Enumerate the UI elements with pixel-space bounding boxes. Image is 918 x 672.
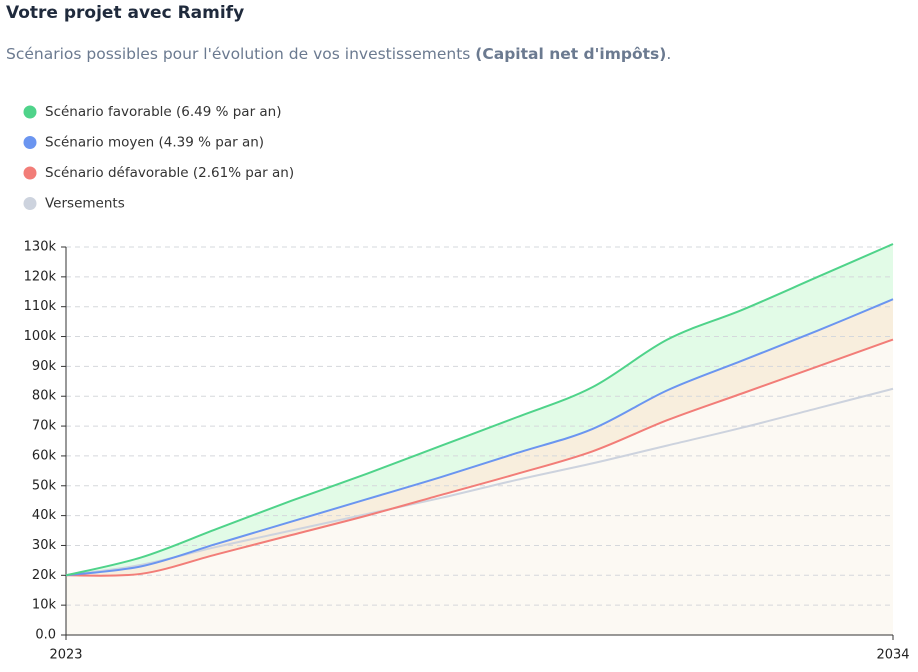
line [65, 298, 894, 577]
legend-label: Scénario moyen (4.39 % par an) [45, 135, 264, 151]
y-tick-label: 130k [24, 240, 57, 255]
line [65, 338, 894, 577]
x-tick-label: 2023 [49, 648, 82, 663]
y-tick-label: 70k [32, 419, 57, 434]
y-tick-label: 90k [32, 359, 57, 374]
y-tick-label: 10k [32, 598, 57, 613]
y-tick-label: 80k [32, 389, 57, 404]
y-tick-label: 40k [32, 508, 57, 523]
legend-swatch [23, 197, 37, 210]
legend-swatch [23, 136, 37, 149]
legend-label: Scénario défavorable (2.61% par an) [45, 165, 294, 181]
x-tick-label: 2034 [876, 648, 909, 663]
y-tick-label: 60k [32, 448, 57, 463]
line [65, 243, 894, 577]
y-tick-label: 100k [24, 329, 57, 344]
legend-swatch [23, 166, 37, 180]
chart-title: Votre projet avec Ramify [6, 3, 244, 23]
y-tick-label: 50k [32, 478, 57, 493]
subtitle-bold: (Capital net d'impôts) [475, 45, 666, 63]
subtitle-end: . [666, 45, 671, 63]
y-tick-label: 110k [24, 299, 57, 314]
line [65, 387, 894, 577]
y-tick-label: 0.0 [35, 628, 56, 643]
subtitle-text: Scénarios possibles pour l'évolution de … [6, 45, 475, 63]
legend-swatch [23, 105, 37, 119]
y-tick-label: 20k [32, 568, 57, 583]
y-tick-label: 30k [32, 538, 57, 553]
legend-label: Versements [45, 196, 125, 212]
y-tick-label: 120k [24, 269, 57, 284]
legend-label: Scénario favorable (6.49 % par an) [45, 104, 282, 120]
chart-subtitle: Scénarios possibles pour l'évolution de … [6, 45, 671, 63]
